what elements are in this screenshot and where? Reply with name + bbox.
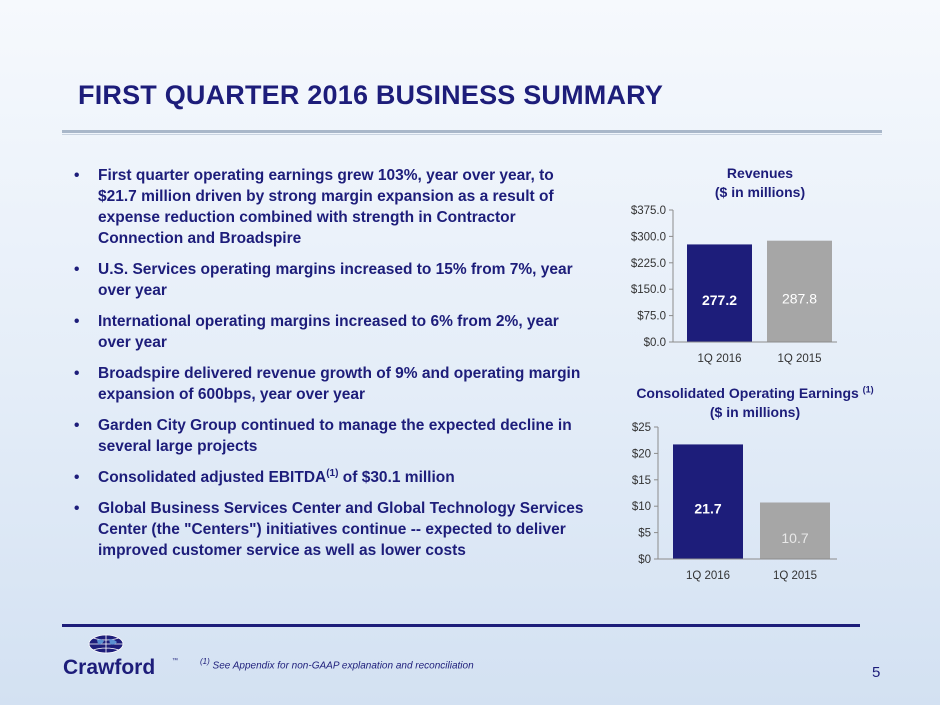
slide-title: FIRST QUARTER 2016 BUSINESS SUMMARY: [78, 80, 664, 110]
earnings-bar-chart: $0 $5 $10 $15 $20 $25 21.7 1Q 2016 10.7 1Q 2015: [632, 422, 837, 582]
y-tick-label: $225.0: [631, 258, 666, 270]
bar: [760, 502, 830, 559]
y-tick-label: $0.0: [644, 337, 666, 349]
y-tick-label: $75.0: [637, 311, 666, 323]
bullet-item: U.S. Services operating margins increase…: [74, 259, 584, 301]
y-tick-label: $150.0: [631, 284, 666, 296]
revenues-bar-chart: $0.0 $75.0 $150.0 $225.0 $300.0 $375.0 277.2 1Q…: [631, 205, 837, 365]
bullet-text: Consolidated adjusted EBITDA: [98, 469, 327, 486]
y-tick-label: $25: [632, 422, 651, 434]
bullet-item: Consolidated adjusted EBITDA(1) of $30.1…: [74, 467, 584, 488]
y-tick-label: $375.0: [631, 205, 666, 217]
chart-subtitle-text: ($ in millions): [709, 404, 801, 420]
footnote-marker: (1): [862, 384, 874, 395]
footer-divider: [62, 624, 860, 627]
title-divider: [62, 130, 882, 135]
chart-title-text: Revenues: [726, 165, 794, 181]
bullet-list: First quarter operating earnings grew 10…: [74, 165, 584, 571]
y-tick-label: $20: [632, 448, 651, 460]
footnote: (1) See Appendix for non-GAAP explanatio…: [200, 657, 474, 671]
bar: [673, 444, 743, 559]
x-category-label: 1Q 2015: [773, 570, 817, 582]
bullet-item: Broadspire delivered revenue growth of 9…: [74, 363, 584, 405]
bullet-item: Garden City Group continued to manage th…: [74, 415, 584, 457]
bar-value-label: 287.8: [782, 290, 817, 306]
page-number: 5: [872, 664, 881, 681]
footnote-text: See Appendix for non-GAAP explanation an…: [209, 660, 474, 672]
footnote-marker: (1): [200, 657, 210, 666]
trademark-mark: ™: [172, 657, 178, 664]
y-tick-label: $5: [638, 528, 651, 540]
crawford-logo: Crawford ™: [63, 634, 178, 679]
x-category-label: 1Q 2016: [686, 570, 730, 582]
chart-title-line: Consolidated Operating Earnings (1): [610, 384, 900, 403]
chart-subtitle-text: ($ in millions): [714, 184, 806, 200]
y-tick-label: $300.0: [631, 231, 666, 243]
y-tick-label: $0: [638, 554, 651, 566]
revenues-chart-title: Revenues ($ in millions): [660, 164, 860, 202]
footnote-marker: (1): [326, 467, 339, 479]
y-tick-label: $15: [632, 475, 651, 487]
bullet-item: International operating margins increase…: [74, 311, 584, 353]
bar: [767, 240, 832, 342]
globe-icon: [88, 634, 124, 654]
chart-title-text: Consolidated Operating Earnings: [636, 385, 863, 401]
y-tick-label: $10: [632, 501, 651, 513]
bar: [687, 244, 752, 342]
bullet-item: First quarter operating earnings grew 10…: [74, 165, 584, 249]
bar-value-label: 21.7: [694, 501, 721, 517]
earnings-chart-title: Consolidated Operating Earnings (1) ($ i…: [610, 384, 900, 422]
logo-wordmark: Crawford: [63, 656, 155, 679]
bullet-text: of $30.1 million: [338, 469, 455, 486]
bullet-item: Global Business Services Center and Glob…: [74, 498, 584, 561]
bar-value-label: 277.2: [702, 292, 737, 308]
x-category-label: 1Q 2016: [697, 353, 741, 365]
bar-value-label: 10.7: [781, 530, 808, 546]
x-category-label: 1Q 2015: [777, 353, 821, 365]
